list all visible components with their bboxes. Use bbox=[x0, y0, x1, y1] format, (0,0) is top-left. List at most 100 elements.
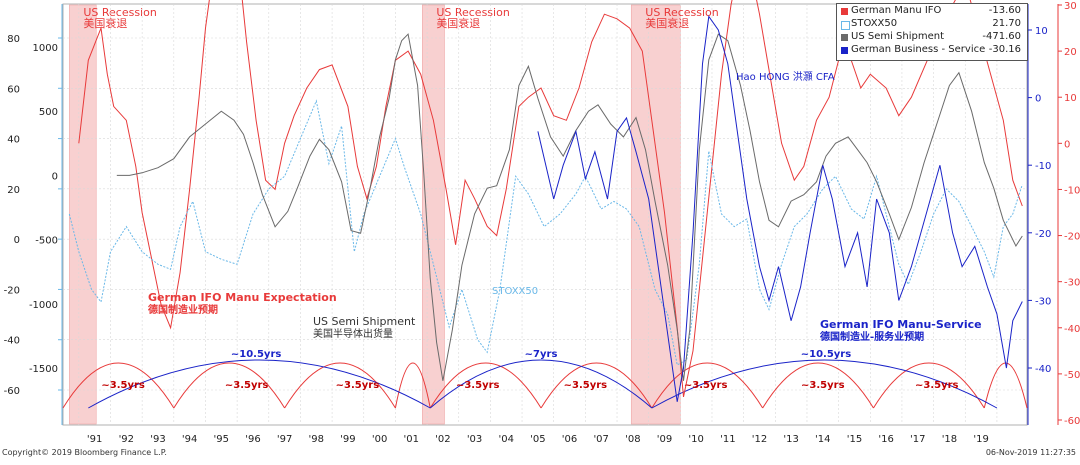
x-tick-label: '93 bbox=[150, 434, 165, 445]
legend-series-name: German Business - Service bbox=[851, 44, 986, 55]
x-tick-label: '11 bbox=[720, 434, 735, 445]
x-tick-label: '94 bbox=[182, 434, 197, 445]
right-blue-tick-label: -10 bbox=[1035, 161, 1051, 172]
x-tick-label: '07 bbox=[593, 434, 608, 445]
right-red-tick-label: -20 bbox=[1064, 232, 1080, 243]
right-red-tick-label: 20 bbox=[1064, 47, 1077, 58]
recession-label: US Recession bbox=[83, 6, 157, 19]
left-pct-tick-label: -20 bbox=[4, 285, 20, 296]
recession-band bbox=[630, 4, 681, 425]
cycle-arch-short bbox=[873, 362, 985, 409]
legend-entry: US Semi Shipment -471.60 bbox=[841, 31, 1023, 43]
annotation-semi-cn: 美国半导体出货量 bbox=[313, 327, 393, 340]
cycle-label-short: ~3.5yrs bbox=[225, 380, 269, 391]
legend-series-value: -30.16 bbox=[988, 44, 1021, 55]
annotation-ifo-manu-cn: 德国制造业预期 bbox=[147, 303, 218, 316]
right-red-tick-label: -40 bbox=[1064, 324, 1080, 335]
annotation-semi: US Semi Shipment bbox=[313, 315, 416, 328]
cycle-label-medium: ~7yrs bbox=[525, 349, 558, 360]
x-tick-label: '05 bbox=[530, 434, 545, 445]
x-tick-label: '12 bbox=[752, 434, 767, 445]
annotation-ifo-service-cn: 德国制造业-服务业预期 bbox=[819, 330, 924, 343]
x-tick-label: '03 bbox=[467, 434, 482, 445]
series-line bbox=[537, 15, 1023, 402]
cycle-label-short: ~3.5yrs bbox=[336, 380, 380, 391]
recession-label: US Recession bbox=[436, 6, 510, 19]
right-blue-tick-label: 10 bbox=[1035, 26, 1048, 37]
cycle-label-short: ~3.5yrs bbox=[684, 380, 728, 391]
legend-series-value: 21.70 bbox=[992, 18, 1021, 29]
recession-band bbox=[422, 4, 445, 425]
x-tick-label: '15 bbox=[847, 434, 862, 445]
right-red-tick-label: 10 bbox=[1064, 93, 1077, 104]
x-tick-label: '10 bbox=[688, 434, 703, 445]
series-line bbox=[116, 33, 1023, 381]
cycle-arch-short bbox=[762, 362, 874, 409]
recession-label: US Recession bbox=[645, 6, 719, 19]
annotation-ifo-service: German IFO Manu-Service bbox=[820, 318, 982, 331]
recession-band bbox=[69, 4, 97, 425]
x-tick-label: '99 bbox=[340, 434, 355, 445]
recession-label-cn: 美国衰退 bbox=[83, 16, 127, 30]
left-semi-tick-label: -1500 bbox=[29, 364, 58, 375]
right-red-tick-label: -30 bbox=[1064, 278, 1080, 289]
x-tick-label: '00 bbox=[372, 434, 387, 445]
legend-series-value: -471.60 bbox=[982, 31, 1021, 42]
right-red-tick-label: 0 bbox=[1064, 139, 1070, 150]
cycle-arch-short bbox=[429, 362, 542, 409]
legend-swatch bbox=[841, 47, 848, 54]
cycle-label-long: ~10.5yrs bbox=[231, 349, 282, 360]
x-tick-label: '02 bbox=[435, 434, 450, 445]
cycle-arch-long bbox=[88, 359, 431, 409]
x-tick-label: '95 bbox=[214, 434, 229, 445]
cycle-label-long: ~10.5yrs bbox=[801, 349, 852, 360]
x-tick-label: '96 bbox=[245, 434, 260, 445]
cycle-arch-short bbox=[394, 362, 431, 409]
x-tick-label: '01 bbox=[404, 434, 419, 445]
annotation-stoxx: STOXX50 bbox=[492, 286, 538, 297]
right-blue-tick-label: -40 bbox=[1035, 364, 1051, 375]
x-tick-label: '13 bbox=[783, 434, 798, 445]
series-line bbox=[68, 99, 1023, 366]
right-red-tick-label: -10 bbox=[1064, 185, 1080, 196]
left-pct-tick-label: 40 bbox=[7, 135, 20, 146]
right-red-tick-label: -50 bbox=[1064, 370, 1080, 381]
legend-entry: STOXX50 21.70 bbox=[841, 18, 1023, 30]
cycle-arch-short bbox=[173, 362, 286, 409]
x-tick-label: '09 bbox=[657, 434, 672, 445]
legend-box: German Manu IFO -13.60 STOXX50 21.70 US Semi… bbox=[836, 3, 1028, 61]
legend-series-value: -13.60 bbox=[988, 5, 1021, 16]
cycle-arch-short bbox=[62, 362, 175, 409]
legend-series-name: STOXX50 bbox=[851, 18, 898, 29]
timestamp-text: 06-Nov-2019 11:27:35 bbox=[985, 448, 1076, 457]
legend-entry: German Manu IFO -13.60 bbox=[841, 5, 1023, 17]
legend-entry: German Business - Service -30.16 bbox=[841, 44, 1023, 56]
left-pct-tick-label: 20 bbox=[7, 185, 20, 196]
left-semi-tick-label: 0 bbox=[52, 171, 58, 182]
x-tick-label: '14 bbox=[815, 434, 830, 445]
left-semi-tick-label: 500 bbox=[39, 107, 58, 118]
x-tick-label: '08 bbox=[625, 434, 640, 445]
left-pct-tick-label: 80 bbox=[7, 34, 20, 45]
cycle-arch-long bbox=[651, 359, 998, 409]
right-blue-tick-label: 0 bbox=[1035, 94, 1041, 105]
x-tick-label: '18 bbox=[942, 434, 957, 445]
recession-label-cn: 美国衰退 bbox=[436, 16, 480, 30]
x-tick-label: '97 bbox=[277, 434, 292, 445]
legend-swatch bbox=[841, 8, 848, 15]
left-pct-tick-label: -40 bbox=[4, 336, 20, 347]
right-blue-tick-label: -20 bbox=[1035, 229, 1051, 240]
legend-swatch bbox=[841, 34, 848, 41]
x-tick-label: '17 bbox=[910, 434, 925, 445]
left-semi-tick-label: 1000 bbox=[33, 43, 58, 54]
annotation-author: Hao HONG 洪灝 CFA bbox=[736, 71, 835, 83]
right-red-tick-label: -60 bbox=[1064, 416, 1080, 427]
cycle-label-short: ~3.5yrs bbox=[801, 380, 845, 391]
x-tick-label: '19 bbox=[973, 434, 988, 445]
cycle-label-short: ~3.5yrs bbox=[456, 380, 500, 391]
x-tick-label: '91 bbox=[87, 434, 102, 445]
recession-label-cn: 美国衰退 bbox=[645, 16, 689, 30]
left-semi-tick-label: -500 bbox=[35, 236, 58, 247]
